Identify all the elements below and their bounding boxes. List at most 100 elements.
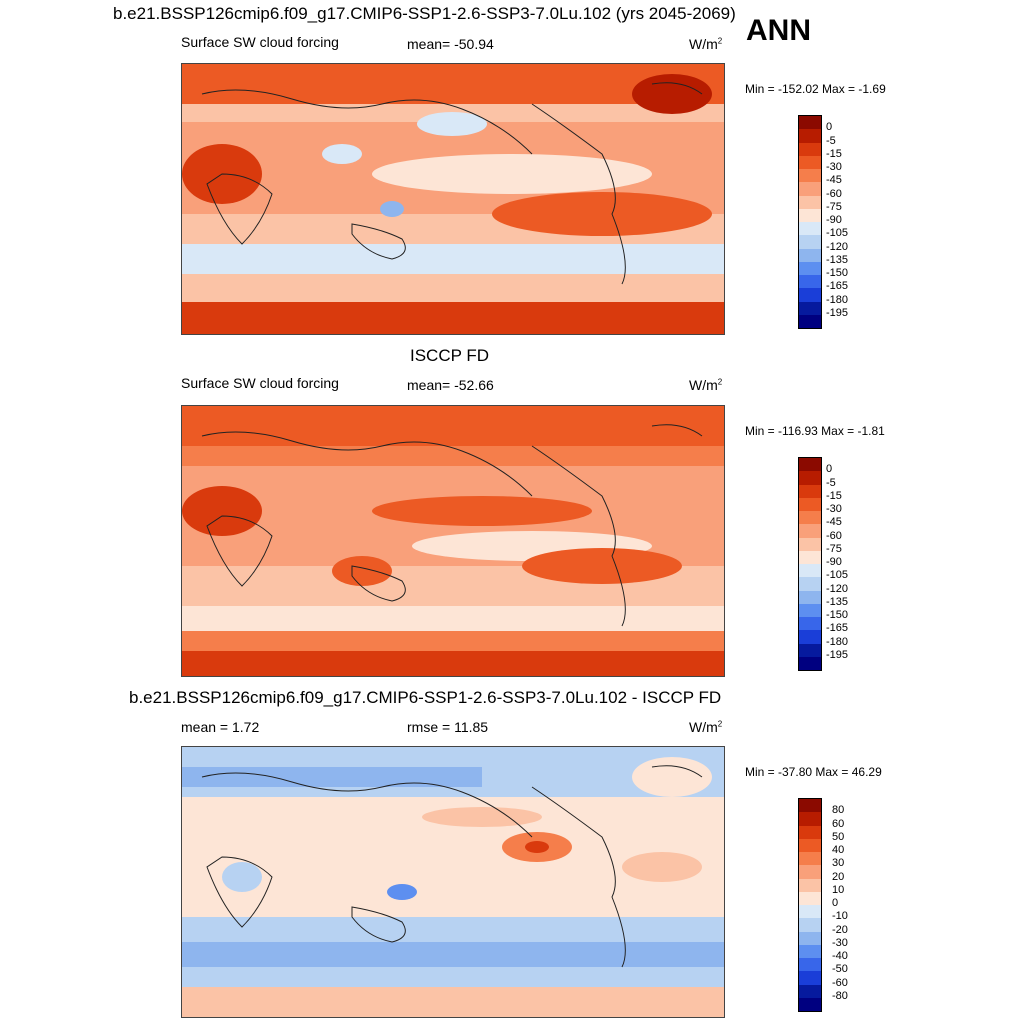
colorbar-swatch bbox=[799, 878, 821, 892]
colorbar-tick-label: -5 bbox=[826, 476, 836, 489]
colorbar-tick-label: 0 bbox=[832, 897, 839, 909]
panel3-units: W/m2 bbox=[689, 719, 723, 735]
panel1-title: b.e21.BSSP126cmip6.f09_g17.CMIP6-SSP1-2.… bbox=[113, 4, 736, 23]
colorbar-tick-label: -45 bbox=[826, 516, 842, 529]
panel1-variable-label: Surface SW cloud forcing bbox=[181, 34, 339, 50]
colorbar-tick-label: -135 bbox=[826, 253, 849, 266]
colorbar-tick-label: -90 bbox=[826, 214, 842, 226]
panel3-rmse-label: rmse = 11.85 bbox=[407, 719, 489, 735]
colorbar-swatch bbox=[799, 116, 821, 130]
panel3-colorbar bbox=[798, 798, 822, 1012]
colorbar-tick-label: -195 bbox=[826, 648, 849, 661]
colorbar-swatch bbox=[799, 275, 821, 289]
colorbar-tick-label: 10 bbox=[832, 883, 845, 896]
panel2-map bbox=[181, 405, 725, 677]
colorbar-tick-label: -80 bbox=[832, 989, 848, 1002]
panel1-mean-label: mean= -50.94 bbox=[407, 36, 494, 52]
colorbar-tick-label: -75 bbox=[826, 200, 842, 213]
colorbar-swatch bbox=[799, 222, 821, 236]
colorbar-swatch bbox=[799, 656, 821, 670]
colorbar-tick-label: -30 bbox=[826, 161, 842, 173]
colorbar-swatch bbox=[799, 248, 821, 262]
colorbar-tick-label: -10 bbox=[832, 910, 848, 923]
colorbar-tick-label: -15 bbox=[826, 489, 842, 502]
colorbar-tick-label: -180 bbox=[826, 293, 849, 306]
panel3-mean-label: mean = 1.72 bbox=[181, 719, 260, 735]
colorbar-swatch bbox=[799, 537, 821, 551]
colorbar-swatch bbox=[799, 564, 821, 578]
panel2-minmax: Min = -116.93 Max = -1.81 bbox=[745, 424, 885, 438]
colorbar-swatch bbox=[799, 458, 821, 472]
colorbar-tick-label: -20 bbox=[832, 923, 848, 936]
colorbar-tick-label: 20 bbox=[832, 870, 845, 883]
panel1-minmax: Min = -152.02 Max = -1.69 bbox=[745, 82, 886, 96]
colorbar-swatch bbox=[799, 261, 821, 275]
colorbar-swatch bbox=[799, 511, 821, 525]
season-label: ANN bbox=[746, 14, 811, 47]
colorbar-swatch bbox=[799, 484, 821, 498]
panel2-colorbar bbox=[798, 457, 822, 671]
colorbar-swatch bbox=[799, 182, 821, 196]
colorbar-tick-label: -60 bbox=[832, 976, 848, 989]
colorbar-swatch bbox=[799, 799, 821, 813]
colorbar-tick-label: -40 bbox=[832, 950, 848, 962]
colorbar-tick-label: -30 bbox=[832, 936, 848, 949]
colorbar-swatch bbox=[799, 129, 821, 143]
colorbar-swatch bbox=[799, 288, 821, 302]
panel1-map-field bbox=[182, 64, 724, 334]
colorbar-tick-label: 40 bbox=[832, 844, 845, 856]
colorbar-swatch bbox=[799, 155, 821, 169]
colorbar-swatch bbox=[799, 169, 821, 183]
panel3-title: b.e21.BSSP126cmip6.f09_g17.CMIP6-SSP1-2.… bbox=[129, 688, 722, 707]
colorbar-swatch bbox=[799, 931, 821, 945]
colorbar-tick-label: -5 bbox=[826, 134, 836, 147]
colorbar-tick-label: -15 bbox=[826, 147, 842, 160]
panel2-variable-label: Surface SW cloud forcing bbox=[181, 375, 339, 391]
colorbar-swatch bbox=[799, 905, 821, 919]
colorbar-swatch bbox=[799, 301, 821, 315]
colorbar-tick-label: -75 bbox=[826, 542, 842, 555]
colorbar-swatch bbox=[799, 577, 821, 591]
colorbar-swatch bbox=[799, 314, 821, 328]
colorbar-tick-label: -105 bbox=[826, 227, 849, 240]
colorbar-swatch bbox=[799, 918, 821, 932]
colorbar-swatch bbox=[799, 617, 821, 631]
colorbar-tick-label: -180 bbox=[826, 635, 849, 648]
colorbar-swatch bbox=[799, 630, 821, 644]
colorbar-swatch bbox=[799, 208, 821, 222]
panel1-colorbar bbox=[798, 115, 822, 329]
panel3-minmax: Min = -37.80 Max = 46.29 bbox=[745, 765, 882, 779]
colorbar-tick-label: 30 bbox=[832, 857, 845, 870]
colorbar-swatch bbox=[799, 891, 821, 905]
colorbar-swatch bbox=[799, 865, 821, 879]
colorbar-tick-label: -150 bbox=[826, 267, 849, 279]
colorbar-swatch bbox=[799, 852, 821, 866]
colorbar-swatch bbox=[799, 603, 821, 617]
colorbar-swatch bbox=[799, 550, 821, 564]
panel2-title: ISCCP FD bbox=[410, 346, 490, 365]
colorbar-tick-label: 0 bbox=[826, 121, 833, 134]
panel3-map-field bbox=[182, 747, 724, 1017]
colorbar-tick-label: -120 bbox=[826, 582, 849, 595]
colorbar-tick-label: -135 bbox=[826, 595, 849, 608]
colorbar-swatch bbox=[799, 958, 821, 972]
panel1-map bbox=[181, 63, 725, 335]
colorbar-swatch bbox=[799, 497, 821, 511]
colorbar-swatch bbox=[799, 235, 821, 249]
colorbar-swatch bbox=[799, 984, 821, 998]
colorbar-swatch bbox=[799, 471, 821, 485]
colorbar-swatch bbox=[799, 971, 821, 985]
colorbar-tick-label: -165 bbox=[826, 280, 849, 293]
panel2-map-field bbox=[182, 406, 724, 676]
panel1-units: W/m2 bbox=[689, 36, 723, 52]
colorbar-tick-label: -50 bbox=[832, 963, 848, 976]
colorbar-tick-label: -60 bbox=[826, 187, 842, 200]
panel1-colorbar-labels: 0 -5 -15 -30 -45 -60 -75 -90 -105 -120 -135 -150 -16… bbox=[826, 115, 886, 327]
colorbar-tick-label: -30 bbox=[826, 503, 842, 515]
colorbar-swatch bbox=[799, 142, 821, 156]
colorbar-swatch bbox=[799, 812, 821, 826]
colorbar-tick-label: -120 bbox=[826, 240, 849, 253]
colorbar-swatch bbox=[799, 944, 821, 958]
colorbar-swatch bbox=[799, 838, 821, 852]
panel2-units: W/m2 bbox=[689, 377, 723, 393]
